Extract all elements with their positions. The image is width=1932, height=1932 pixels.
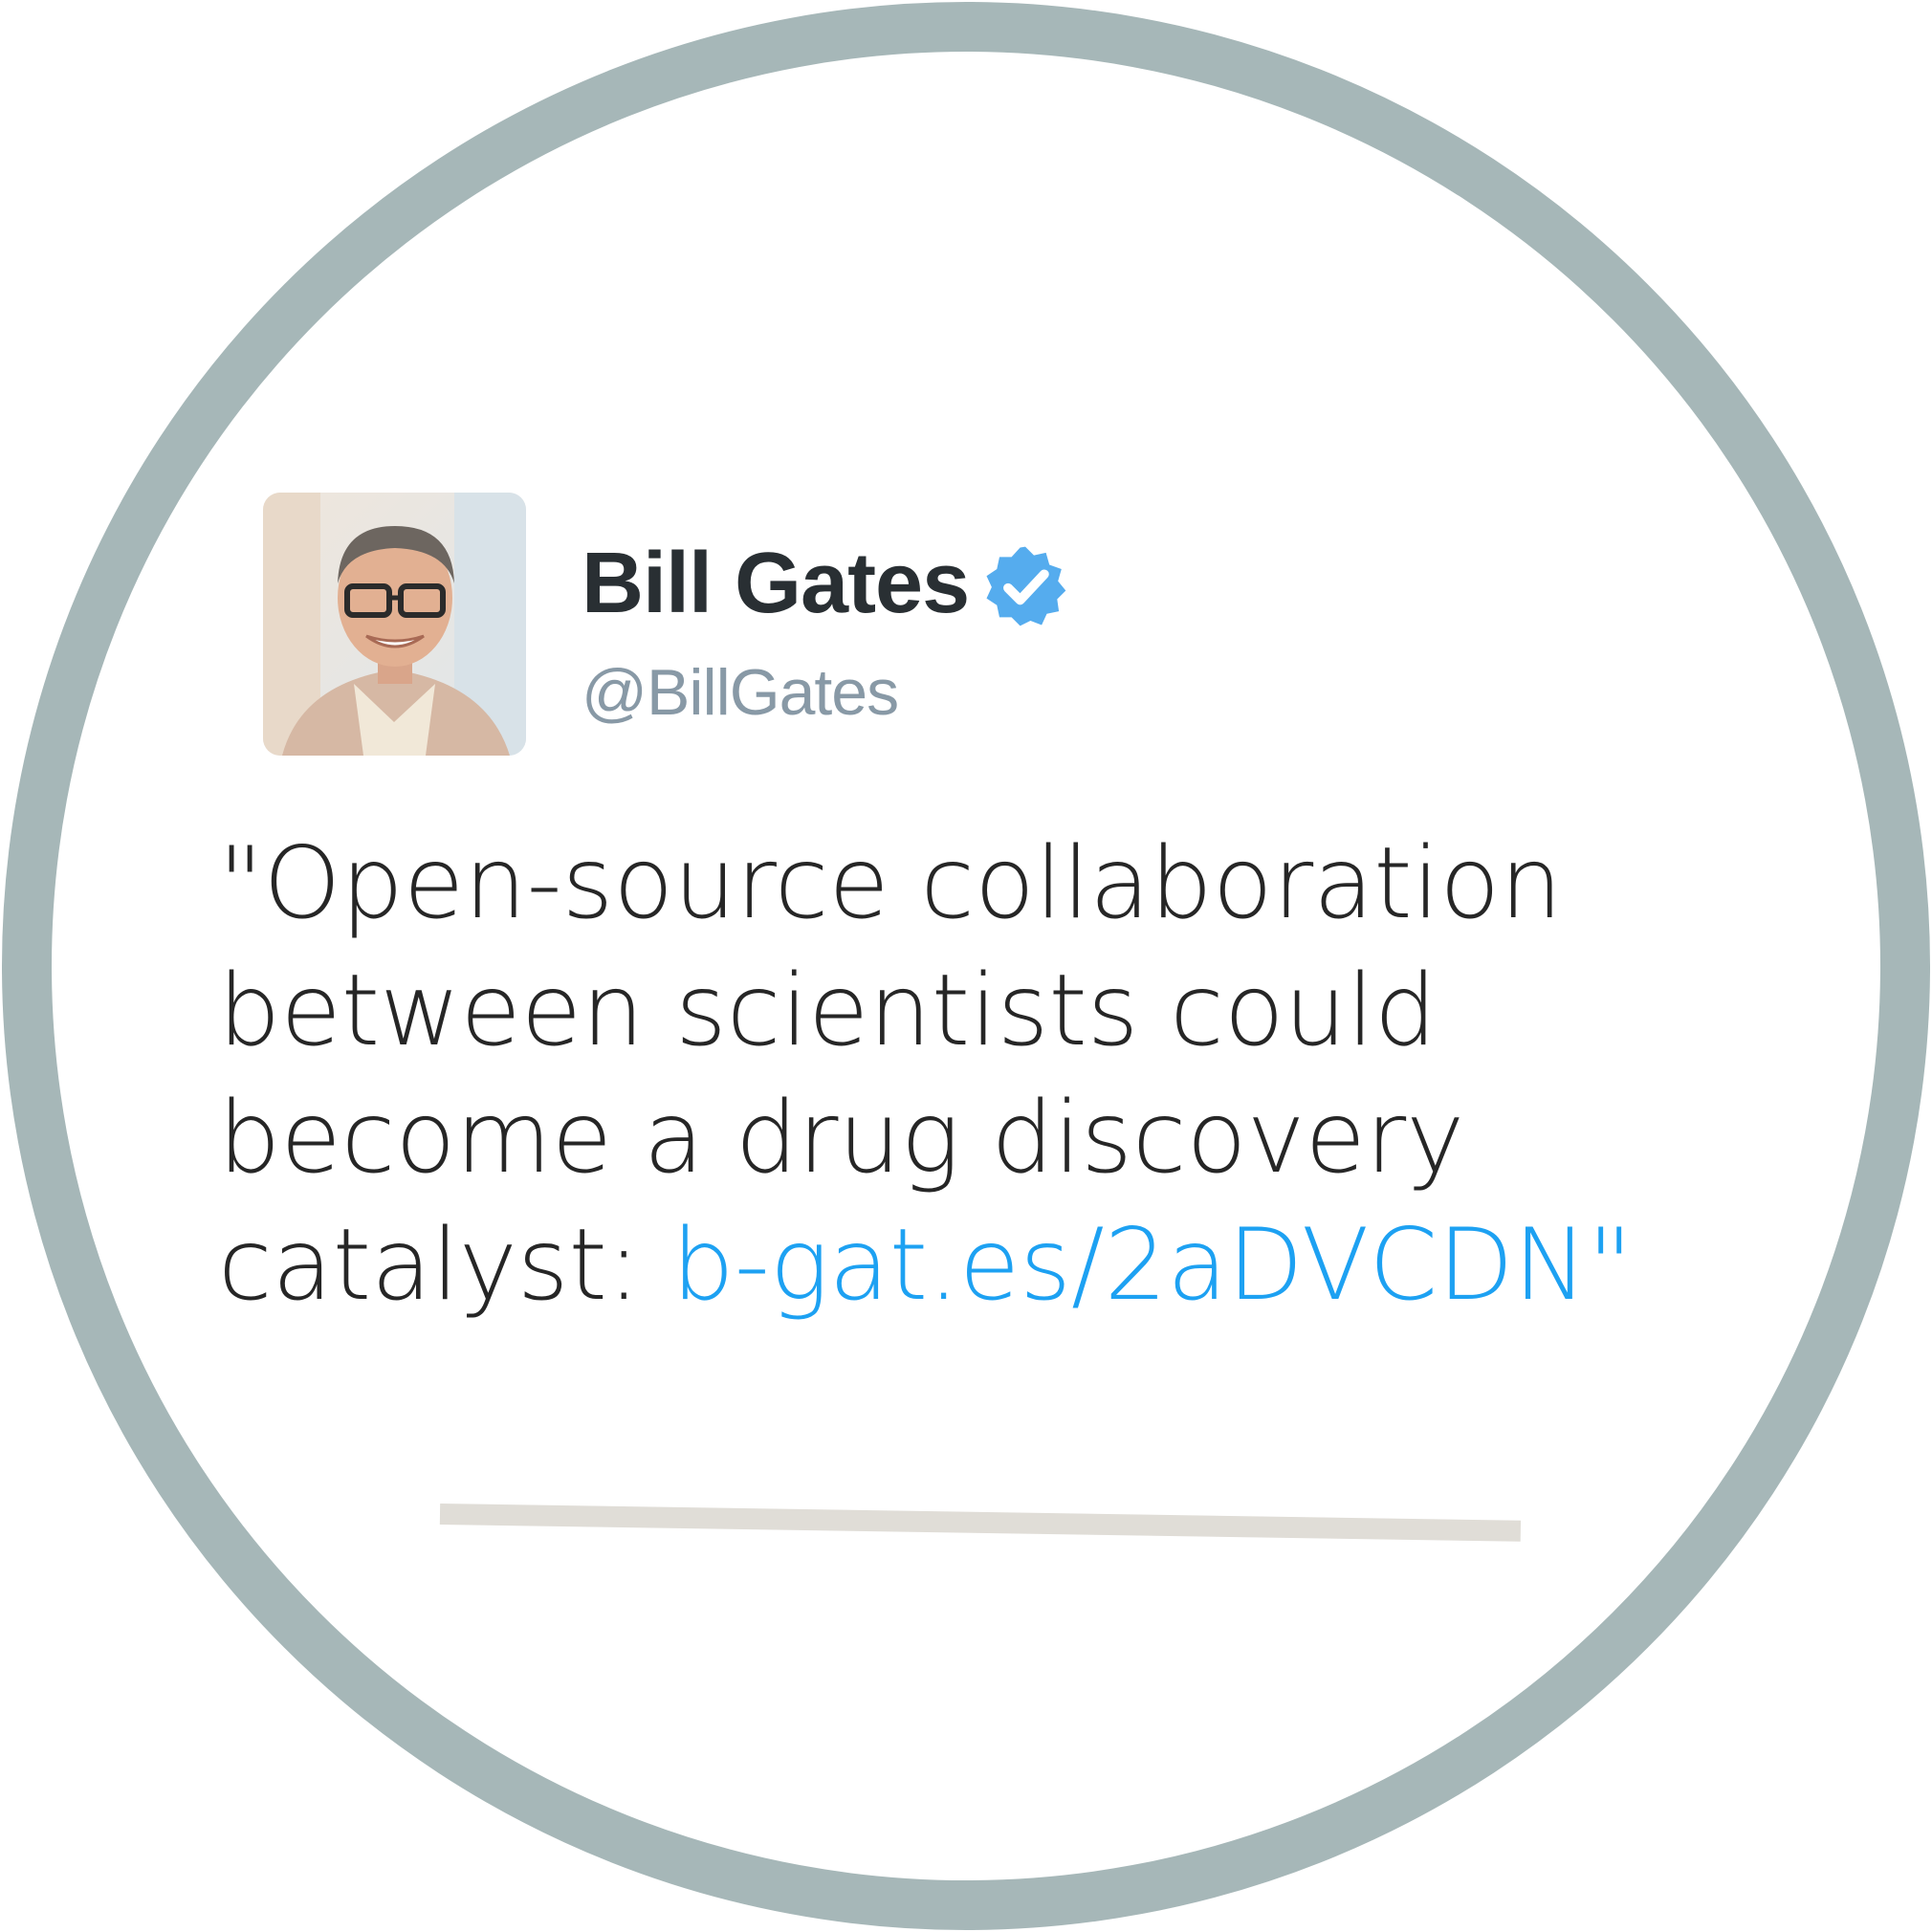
name-row: Bill Gates xyxy=(582,531,1068,636)
tweet-line: "Open-source collaboration xyxy=(218,826,1563,941)
tweet-text-prefix: catalyst: xyxy=(218,1208,672,1323)
tweet-line: become a drug discovery xyxy=(218,1081,1465,1196)
closing-quote: " xyxy=(1587,1208,1633,1323)
tweet-line: between scientists could xyxy=(218,954,1438,1068)
avatar[interactable] xyxy=(263,493,526,756)
user-handle[interactable]: @BillGates xyxy=(582,656,899,729)
profile-photo xyxy=(263,493,526,756)
tweet-line-last: catalyst: b-gat.es/2aDVCDN" xyxy=(218,1202,1825,1329)
display-name[interactable]: Bill Gates xyxy=(582,536,970,631)
tweet-link[interactable]: b-gat.es/2aDVCDN" xyxy=(671,1208,1633,1323)
tweet-link-text[interactable]: b-gat.es/2aDVCDN xyxy=(671,1208,1588,1323)
tweet-text: "Open-source collaboration between scien… xyxy=(218,821,1825,1329)
verified-badge-icon xyxy=(986,546,1066,626)
